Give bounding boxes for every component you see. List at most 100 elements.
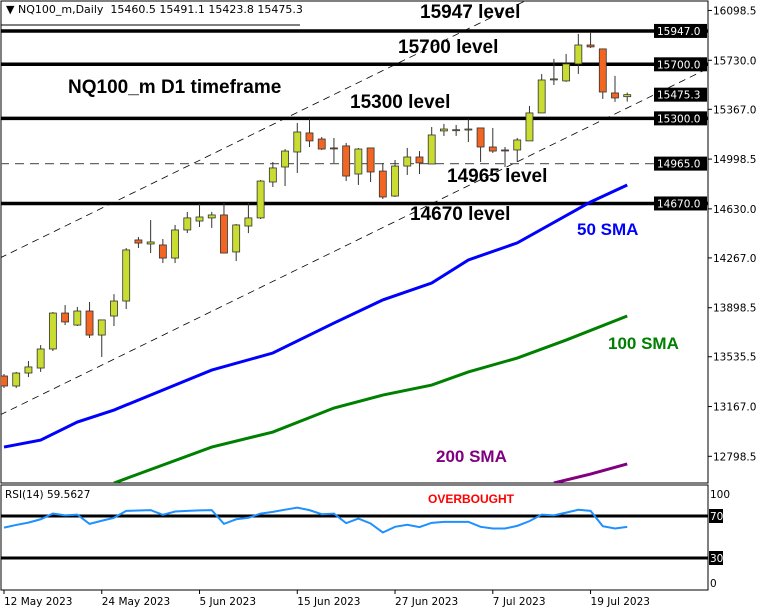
candle bbox=[574, 33, 583, 74]
candle bbox=[220, 202, 228, 254]
candle-body bbox=[110, 300, 118, 317]
candle-body bbox=[550, 78, 558, 81]
candle-body bbox=[195, 216, 204, 222]
candle-body bbox=[36, 348, 45, 369]
candle bbox=[268, 161, 277, 187]
candle bbox=[293, 122, 302, 173]
level-15947-label: 15947 level bbox=[420, 2, 521, 23]
candle bbox=[623, 92, 632, 102]
candle bbox=[256, 179, 265, 220]
ohlc-readout: 15460.5 15491.1 15423.8 15475.3 bbox=[110, 3, 303, 16]
candle bbox=[598, 48, 607, 99]
candle bbox=[171, 224, 179, 264]
level-14965-label: 14965 level bbox=[447, 166, 548, 187]
candle-body bbox=[317, 138, 326, 150]
candle-body bbox=[330, 147, 338, 150]
y-tick-label: 16098.5 bbox=[713, 5, 756, 17]
y-tick-label: 13167.0 bbox=[713, 402, 756, 414]
candle bbox=[415, 151, 424, 175]
rsi-level-box-70 bbox=[709, 509, 723, 523]
collapse-triangle-icon[interactable]: ▼ bbox=[6, 3, 18, 16]
candle bbox=[158, 239, 167, 264]
candle-body bbox=[452, 129, 461, 132]
y-tick-label: 14998.5 bbox=[713, 154, 756, 166]
chart-title-annotation: NQ100_m D1 timeframe bbox=[68, 77, 282, 98]
candle-body bbox=[12, 372, 21, 387]
rsi-tick-label: 30 bbox=[710, 553, 723, 565]
level-14670-label: 14670 level bbox=[410, 204, 511, 225]
candle-body bbox=[415, 156, 424, 164]
candle bbox=[611, 75, 619, 102]
candle-body bbox=[134, 239, 143, 244]
candle bbox=[232, 224, 241, 262]
rsi-pane bbox=[0, 484, 709, 591]
x-tick-label: 24 May 2023 bbox=[102, 596, 170, 608]
x-tick-label: 19 Jul 2023 bbox=[591, 596, 650, 608]
candle-body bbox=[97, 319, 106, 336]
rsi-line bbox=[3, 506, 628, 534]
candle bbox=[488, 127, 497, 153]
candle-body bbox=[598, 48, 607, 93]
candle bbox=[403, 147, 412, 175]
candle bbox=[146, 219, 155, 254]
x-tick-label: 5 Jun 2023 bbox=[200, 596, 256, 608]
sma-line-50sma bbox=[3, 183, 628, 449]
level-15300-label: 15300 level bbox=[350, 92, 451, 113]
level-price-14965-box bbox=[654, 156, 707, 171]
y-tick-label: 14630.0 bbox=[713, 204, 756, 216]
candle-body bbox=[378, 170, 387, 198]
candle bbox=[476, 127, 485, 162]
rsi-tick-label: 100 bbox=[710, 489, 730, 501]
candle-body bbox=[220, 214, 228, 254]
candle bbox=[97, 319, 106, 357]
candle bbox=[195, 204, 204, 227]
sma100-label: 100 SMA bbox=[608, 334, 679, 353]
candle bbox=[537, 74, 546, 114]
candle bbox=[281, 149, 289, 187]
candle-body bbox=[183, 217, 192, 231]
level-price-15300-text: 15300.0 bbox=[657, 113, 700, 125]
candle-body bbox=[525, 112, 534, 142]
candle bbox=[513, 137, 522, 162]
candle bbox=[122, 248, 131, 309]
y-tick-label: 15367.0 bbox=[713, 104, 756, 116]
candle-body bbox=[403, 156, 412, 167]
candle-body bbox=[611, 92, 619, 99]
candle bbox=[85, 301, 94, 339]
candle bbox=[562, 53, 571, 82]
candle bbox=[464, 118, 473, 142]
level-15700-label: 15700 level bbox=[398, 37, 499, 58]
candle bbox=[48, 311, 57, 352]
x-tick-label: 7 Jul 2023 bbox=[493, 596, 546, 608]
candle bbox=[36, 345, 45, 372]
candle-body bbox=[574, 44, 583, 65]
sma-line-200sma bbox=[553, 462, 628, 483]
current-price-text: 15475.3 bbox=[657, 90, 700, 102]
candle bbox=[244, 202, 253, 234]
candle-body bbox=[586, 44, 595, 48]
sma50-label: 50 SMA bbox=[577, 220, 639, 239]
candle-body bbox=[244, 217, 253, 227]
level-price-15700-text: 15700.0 bbox=[657, 59, 700, 71]
candle bbox=[134, 236, 143, 249]
y-tick-label: 14267.0 bbox=[713, 253, 756, 265]
level-price-15947-box bbox=[654, 23, 707, 38]
chart-header: ▼ NQ100_m,Daily 15460.5 15491.1 15423.8 … bbox=[6, 3, 303, 16]
x-tick-label: 27 Jun 2023 bbox=[395, 596, 458, 608]
candle bbox=[61, 305, 69, 326]
candle-body bbox=[268, 167, 277, 183]
y-tick-label: 12798.5 bbox=[713, 451, 756, 463]
candle-body bbox=[256, 180, 265, 219]
candle-body bbox=[513, 139, 522, 151]
candle-body bbox=[1, 375, 8, 387]
candle-body bbox=[501, 149, 509, 152]
rsi-level-box-30 bbox=[709, 551, 723, 565]
candle-body bbox=[488, 146, 497, 152]
rsi-tick-label: 70 bbox=[710, 511, 723, 523]
x-tick-label: 12 May 2023 bbox=[4, 596, 72, 608]
candle bbox=[73, 306, 82, 327]
candle bbox=[183, 211, 192, 234]
candle-body bbox=[391, 165, 399, 197]
candle-body bbox=[61, 312, 69, 323]
